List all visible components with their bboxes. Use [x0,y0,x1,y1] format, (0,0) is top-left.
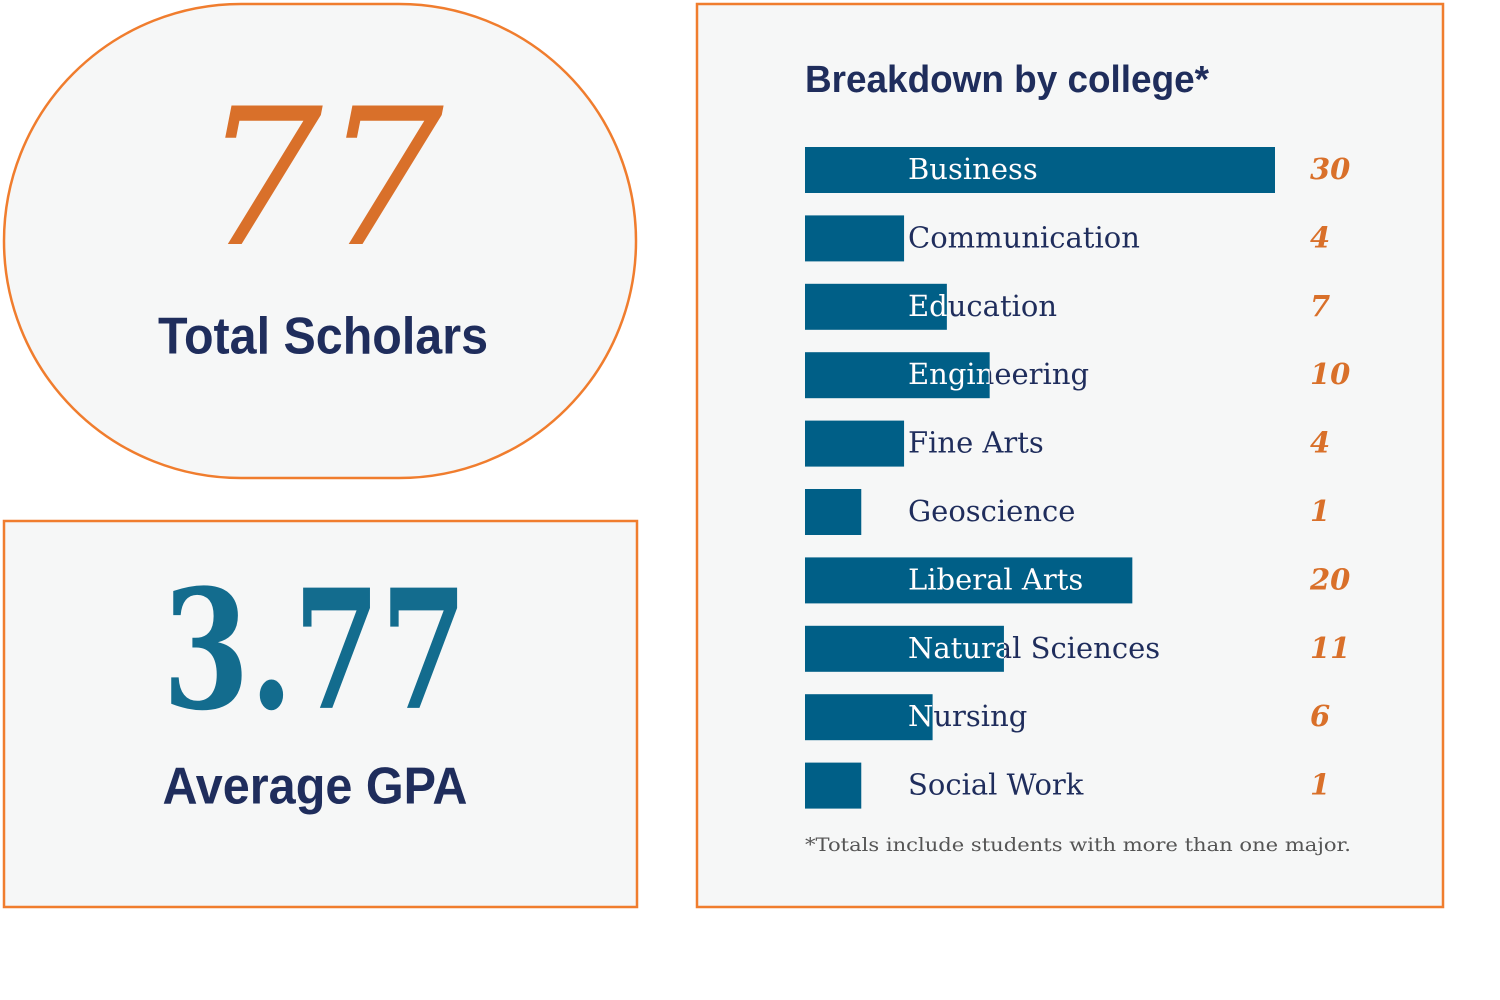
total-scholars-label: Total Scholars [158,308,488,366]
bar [805,625,1004,672]
category-label-on-bar: Liberal Arts [908,562,1083,596]
category-label-on-bar: Engineering [908,357,1089,391]
value-label: 7 [1310,289,1330,323]
bar [805,283,947,330]
bar [805,215,905,262]
category-label: Communication [908,220,1140,254]
value-label: 10 [1310,357,1350,391]
category-label-on-bar: Education [908,289,1057,323]
value-label: 11 [1310,631,1350,665]
value-label: 1 [1310,768,1330,802]
bar [805,420,905,467]
average-gpa-value: 3.77 [163,553,468,747]
category-label: Nursing [908,699,1027,733]
value-label: 4 [1310,426,1330,460]
total-scholars-value: 77 [202,68,444,289]
category-label: Geoscience [908,494,1075,528]
category-label: Fine Arts [908,426,1044,460]
category-label-on-bar: Business [908,152,1038,186]
category-label-on-bar: Natural Sciences [908,631,1160,665]
category-label: Business [908,152,1038,186]
bar [805,352,990,399]
bar [805,694,933,741]
category-label: Liberal Arts [908,562,1083,596]
value-label: 6 [1310,699,1330,733]
category-label: Engineering [908,357,1089,391]
value-label: 4 [1310,220,1330,254]
gpa-card [2,519,639,909]
value-label: 30 [1310,152,1350,186]
category-label: Natural Sciences [908,631,1160,665]
category-label-on-bar: Nursing [908,699,1027,733]
bar [805,557,1133,604]
chart-title: Breakdown by college* [805,59,1209,101]
category-label: Social Work [908,768,1084,802]
bar [805,489,862,535]
bar [805,762,862,809]
category-label: Education [908,289,1057,323]
average-gpa-label: Average GPA [163,758,468,816]
value-label: 1 [1310,494,1330,528]
value-label: 20 [1309,562,1350,596]
scholars-card [2,2,638,480]
chart-note: *Totals include students with more than … [805,834,1351,856]
bar [805,147,1275,193]
